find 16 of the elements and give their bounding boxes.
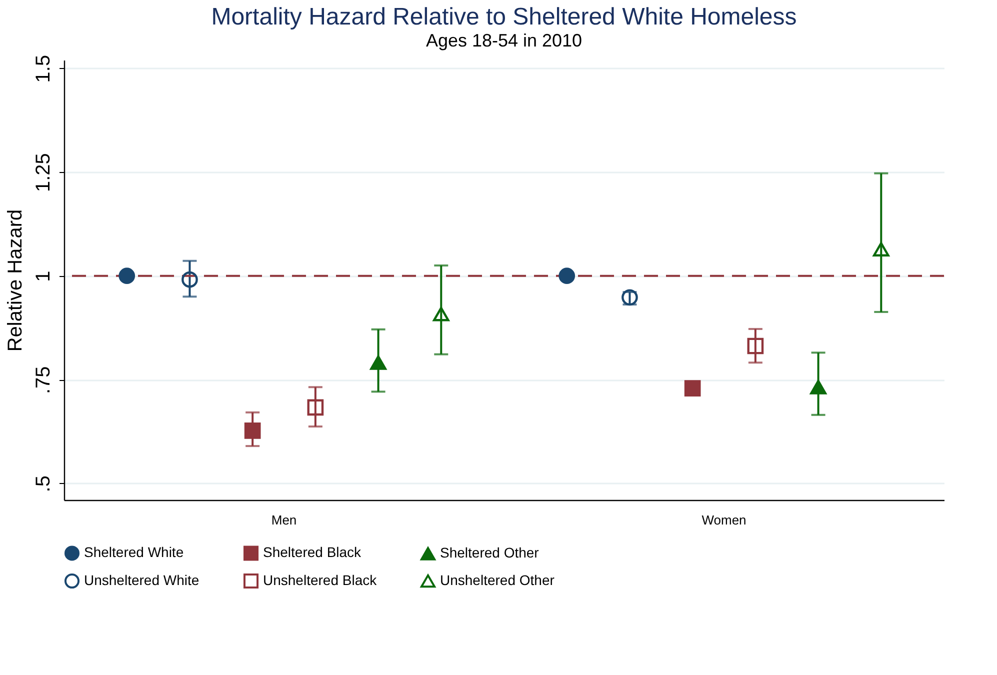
y-tick-label: 1 <box>32 270 54 282</box>
y-tick-label: 1.5 <box>32 54 54 83</box>
legend-label: Sheltered Black <box>263 544 362 560</box>
x-tick-label: Men <box>271 512 297 528</box>
legend-label: Unsheltered Other <box>440 572 555 588</box>
legend-label: Unsheltered White <box>84 572 200 588</box>
legend-label: Sheltered Other <box>440 544 540 561</box>
chart-subtitle: Ages 18-54 in 2010 <box>426 30 582 50</box>
y-tick-label: .75 <box>32 366 54 394</box>
y-axis-title: Relative Hazard <box>4 209 26 352</box>
y-tick-label: .5 <box>32 476 54 492</box>
x-tick-label: Women <box>702 512 746 528</box>
y-tick-label: 1.25 <box>32 153 54 192</box>
chart-title: Mortality Hazard Relative to Sheltered White Homeless <box>211 3 797 30</box>
legend-label: Sheltered White <box>84 544 184 560</box>
legend-label: Unsheltered Black <box>263 572 378 588</box>
